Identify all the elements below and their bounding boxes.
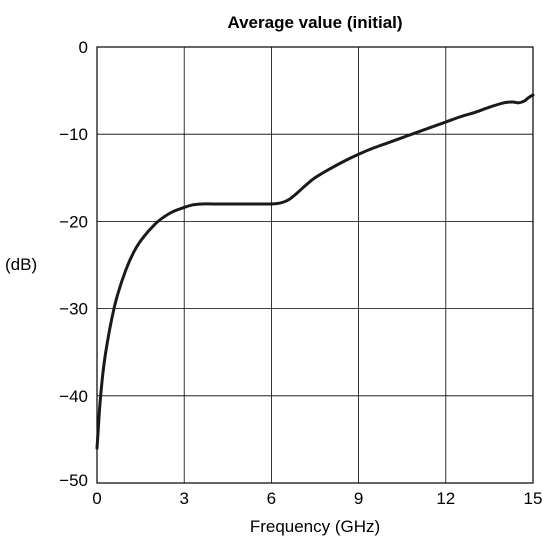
chart-title: Average value (initial) xyxy=(227,13,402,32)
series-line xyxy=(95,93,535,450)
x-tick-label: 0 xyxy=(92,489,101,508)
plot-frame xyxy=(96,46,534,484)
y-tick-label: −50 xyxy=(59,471,88,490)
x-axis-label: Frequency (GHz) xyxy=(250,517,380,536)
x-tick-label: 9 xyxy=(354,489,363,508)
x-tick-label: 15 xyxy=(524,489,543,508)
y-tick-label: −20 xyxy=(59,212,88,231)
x-tick-label: 3 xyxy=(179,489,188,508)
x-axis-ticks: 0 3 6 9 12 15 xyxy=(92,489,542,508)
y-tick-label: 0 xyxy=(79,38,88,57)
y-tick-label: −40 xyxy=(59,387,88,406)
series-layer xyxy=(95,93,535,450)
y-tick-label: −10 xyxy=(59,125,88,144)
x-tick-label: 6 xyxy=(267,489,276,508)
grid xyxy=(97,47,533,483)
y-tick-label: −30 xyxy=(59,300,88,319)
y-axis-ticks: 0 −10 −20 −30 −40 −50 xyxy=(59,38,88,490)
x-tick-label: 12 xyxy=(436,489,455,508)
y-axis-label: (dB) xyxy=(5,255,37,274)
